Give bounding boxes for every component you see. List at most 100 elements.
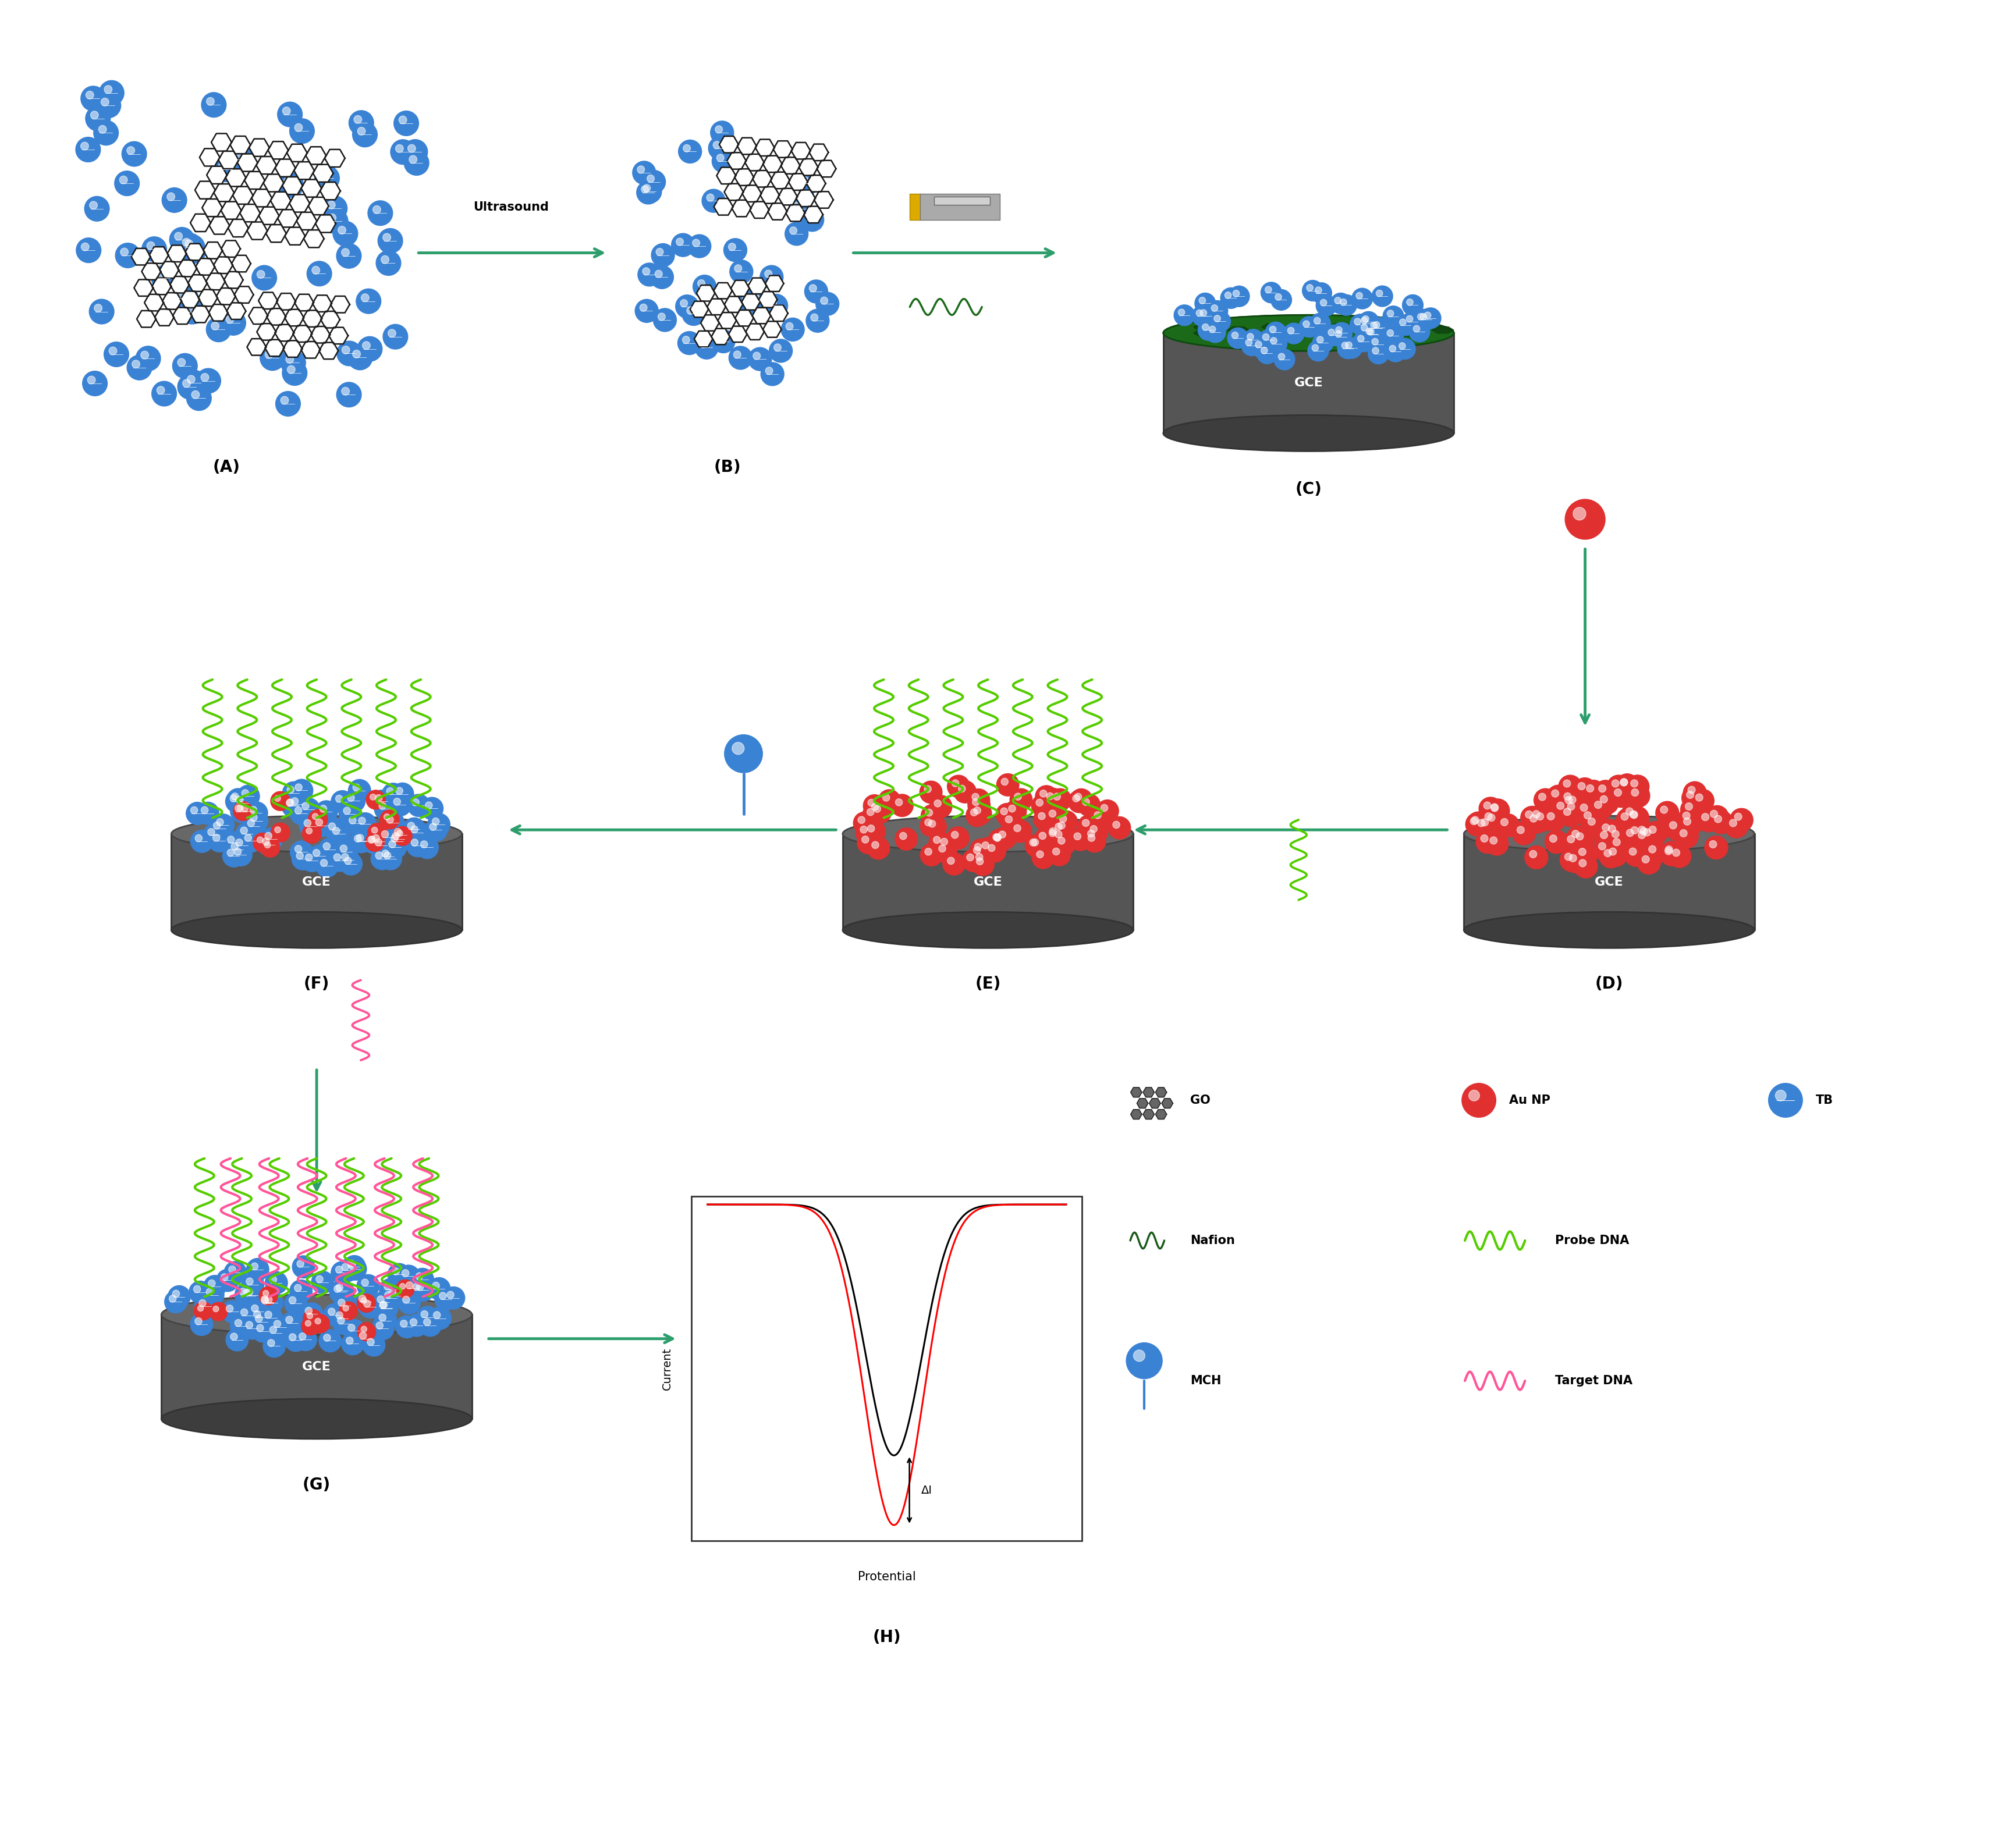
Circle shape — [1260, 347, 1268, 353]
Circle shape — [1048, 789, 1070, 811]
Polygon shape — [1363, 327, 1385, 333]
Text: (G): (G) — [302, 1477, 331, 1493]
Ellipse shape — [161, 1295, 472, 1334]
Circle shape — [1075, 833, 1081, 839]
Polygon shape — [149, 248, 169, 264]
Polygon shape — [806, 176, 827, 192]
Circle shape — [169, 227, 194, 251]
Circle shape — [1570, 828, 1595, 852]
Circle shape — [1683, 811, 1689, 819]
Text: GCE: GCE — [302, 876, 331, 887]
Circle shape — [1568, 796, 1577, 804]
Circle shape — [1008, 806, 1016, 811]
Polygon shape — [329, 327, 349, 344]
Circle shape — [389, 824, 411, 846]
Circle shape — [109, 347, 117, 355]
FancyBboxPatch shape — [909, 194, 919, 220]
Circle shape — [87, 375, 95, 384]
Circle shape — [1036, 798, 1042, 806]
Circle shape — [260, 346, 284, 370]
Circle shape — [1270, 338, 1276, 344]
Circle shape — [337, 1318, 345, 1323]
Circle shape — [329, 850, 351, 872]
Circle shape — [1373, 286, 1393, 307]
Circle shape — [1361, 323, 1367, 331]
Polygon shape — [331, 296, 349, 312]
Circle shape — [377, 1321, 383, 1329]
Circle shape — [290, 802, 312, 824]
Circle shape — [341, 388, 349, 395]
Circle shape — [337, 1284, 343, 1292]
Circle shape — [891, 795, 913, 817]
Polygon shape — [141, 262, 161, 279]
Circle shape — [1312, 344, 1318, 351]
Circle shape — [357, 336, 383, 362]
Polygon shape — [250, 139, 270, 157]
Circle shape — [1369, 318, 1389, 338]
Circle shape — [355, 1327, 377, 1349]
Circle shape — [85, 196, 109, 222]
Circle shape — [341, 845, 347, 852]
Polygon shape — [190, 214, 210, 231]
Polygon shape — [1331, 329, 1351, 336]
Circle shape — [1625, 806, 1649, 830]
Circle shape — [359, 817, 365, 824]
Circle shape — [147, 242, 155, 249]
Circle shape — [643, 268, 649, 275]
Circle shape — [1383, 325, 1403, 346]
Circle shape — [716, 334, 724, 342]
Circle shape — [411, 798, 419, 806]
Circle shape — [994, 833, 1000, 841]
Circle shape — [373, 835, 379, 843]
Circle shape — [1695, 795, 1704, 802]
Circle shape — [1399, 342, 1405, 349]
Circle shape — [941, 839, 948, 845]
Circle shape — [260, 1307, 282, 1329]
Circle shape — [377, 229, 403, 253]
Circle shape — [1649, 846, 1655, 854]
Circle shape — [256, 1292, 278, 1314]
Circle shape — [1054, 811, 1077, 833]
Circle shape — [349, 1262, 355, 1270]
Circle shape — [1643, 828, 1651, 835]
Circle shape — [1564, 854, 1572, 861]
Circle shape — [732, 743, 744, 754]
Circle shape — [115, 172, 139, 196]
Circle shape — [222, 310, 246, 334]
Circle shape — [381, 1301, 387, 1308]
Circle shape — [294, 845, 302, 852]
Circle shape — [395, 828, 401, 835]
Circle shape — [442, 1286, 466, 1308]
Circle shape — [1532, 808, 1554, 832]
Circle shape — [339, 1299, 345, 1307]
Circle shape — [760, 266, 784, 288]
Circle shape — [954, 780, 976, 804]
Circle shape — [286, 1316, 292, 1323]
Circle shape — [290, 780, 312, 802]
FancyBboxPatch shape — [933, 196, 990, 205]
Circle shape — [204, 1275, 226, 1297]
Circle shape — [1095, 811, 1101, 819]
Circle shape — [304, 1307, 312, 1314]
Circle shape — [115, 244, 141, 268]
Circle shape — [206, 98, 214, 105]
Circle shape — [1673, 848, 1679, 856]
Circle shape — [1667, 845, 1691, 867]
Circle shape — [405, 1283, 413, 1288]
Circle shape — [1266, 333, 1286, 355]
Circle shape — [1054, 793, 1060, 800]
Circle shape — [780, 318, 804, 342]
Circle shape — [1425, 312, 1431, 318]
Circle shape — [167, 1286, 190, 1308]
Polygon shape — [179, 292, 200, 309]
Circle shape — [1032, 846, 1054, 869]
Circle shape — [389, 793, 411, 817]
Circle shape — [1631, 811, 1637, 819]
Polygon shape — [738, 139, 756, 155]
Circle shape — [359, 1295, 365, 1303]
Text: Current: Current — [661, 1347, 673, 1390]
Circle shape — [236, 839, 242, 846]
Circle shape — [1558, 774, 1583, 798]
Circle shape — [1544, 830, 1568, 854]
Polygon shape — [1228, 327, 1250, 333]
